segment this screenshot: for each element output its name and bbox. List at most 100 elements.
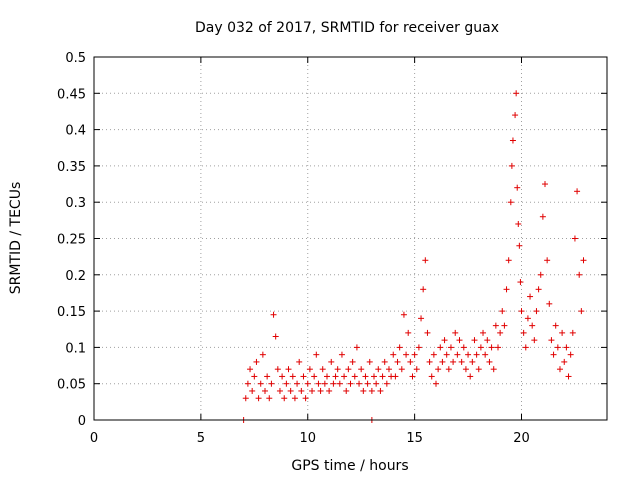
data-point	[407, 358, 414, 365]
data-point	[450, 358, 457, 365]
data-point	[300, 373, 307, 380]
data-point	[345, 366, 352, 373]
data-point	[272, 333, 279, 340]
data-point	[422, 257, 429, 264]
y-tick-label: 0.35	[57, 160, 86, 175]
y-tick-label: 0.4	[65, 124, 86, 139]
data-point	[480, 329, 487, 336]
data-point	[415, 344, 422, 351]
data-point	[358, 366, 365, 373]
data-point	[513, 90, 520, 97]
data-point	[454, 351, 461, 358]
data-point	[426, 358, 433, 365]
data-point	[274, 366, 281, 373]
data-point	[326, 387, 333, 394]
data-point	[360, 387, 367, 394]
data-point	[507, 199, 514, 206]
data-point	[259, 351, 266, 358]
y-tick-label: 0.3	[65, 196, 86, 211]
data-point	[467, 373, 474, 380]
data-point	[420, 286, 427, 293]
data-point	[445, 366, 452, 373]
x-tick-label: 20	[513, 431, 530, 446]
data-point	[465, 351, 472, 358]
data-point	[334, 366, 341, 373]
data-point	[379, 373, 386, 380]
data-point	[343, 387, 350, 394]
data-point	[561, 358, 568, 365]
y-tick-label: 0.2	[65, 269, 86, 284]
data-point	[517, 279, 524, 286]
data-point	[330, 380, 337, 387]
data-point	[473, 351, 480, 358]
data-point	[488, 344, 495, 351]
data-point	[296, 358, 303, 365]
data-point	[482, 351, 489, 358]
data-point	[247, 366, 254, 373]
data-point	[306, 366, 313, 373]
data-point	[294, 380, 301, 387]
data-point	[317, 387, 324, 394]
data-point	[430, 351, 437, 358]
data-point	[501, 322, 508, 329]
data-point	[578, 308, 585, 315]
data-point	[518, 308, 525, 315]
data-point	[347, 380, 354, 387]
data-point	[366, 358, 373, 365]
data-point	[287, 387, 294, 394]
data-point	[554, 344, 561, 351]
data-point	[332, 373, 339, 380]
data-point	[255, 395, 262, 402]
data-point	[514, 184, 521, 191]
data-point	[418, 315, 425, 322]
chart-title: Day 032 of 2017, SRMTID for receiver gua…	[195, 20, 499, 36]
data-point	[443, 351, 450, 358]
data-point	[524, 315, 531, 322]
y-tick-label: 0.5	[65, 51, 86, 66]
data-point	[569, 329, 576, 336]
data-point	[544, 257, 551, 264]
data-point	[385, 366, 392, 373]
data-point	[529, 322, 536, 329]
data-point	[433, 380, 439, 387]
data-point	[390, 351, 397, 358]
data-point	[394, 358, 401, 365]
data-point	[565, 373, 572, 380]
data-point	[302, 395, 309, 402]
data-point	[356, 380, 363, 387]
data-point	[475, 366, 482, 373]
data-point	[552, 322, 559, 329]
data-point	[251, 373, 258, 380]
data-point	[494, 344, 501, 351]
data-point	[262, 387, 268, 394]
data-point	[341, 373, 348, 380]
data-point	[279, 373, 286, 380]
data-point	[364, 380, 371, 387]
data-point	[281, 395, 288, 402]
data-point	[490, 366, 497, 373]
y-tick-label: 0.05	[57, 378, 86, 393]
data-point	[550, 351, 557, 358]
data-point	[321, 380, 328, 387]
plot-frame	[93, 56, 608, 421]
data-point	[289, 373, 296, 380]
data-point	[353, 344, 360, 351]
data-point	[439, 358, 446, 365]
data-point	[276, 387, 283, 394]
data-point	[508, 162, 515, 169]
data-point	[447, 344, 454, 351]
data-point	[403, 351, 410, 358]
data-point	[368, 387, 375, 394]
data-point	[484, 337, 491, 344]
data-point	[266, 395, 273, 402]
data-point	[351, 373, 358, 380]
data-point	[527, 293, 534, 300]
data-point	[400, 311, 407, 318]
data-point	[580, 257, 587, 264]
data-point	[537, 271, 544, 278]
data-point	[298, 387, 305, 394]
data-point	[371, 373, 378, 380]
data-point	[460, 344, 467, 351]
data-point	[377, 387, 384, 394]
